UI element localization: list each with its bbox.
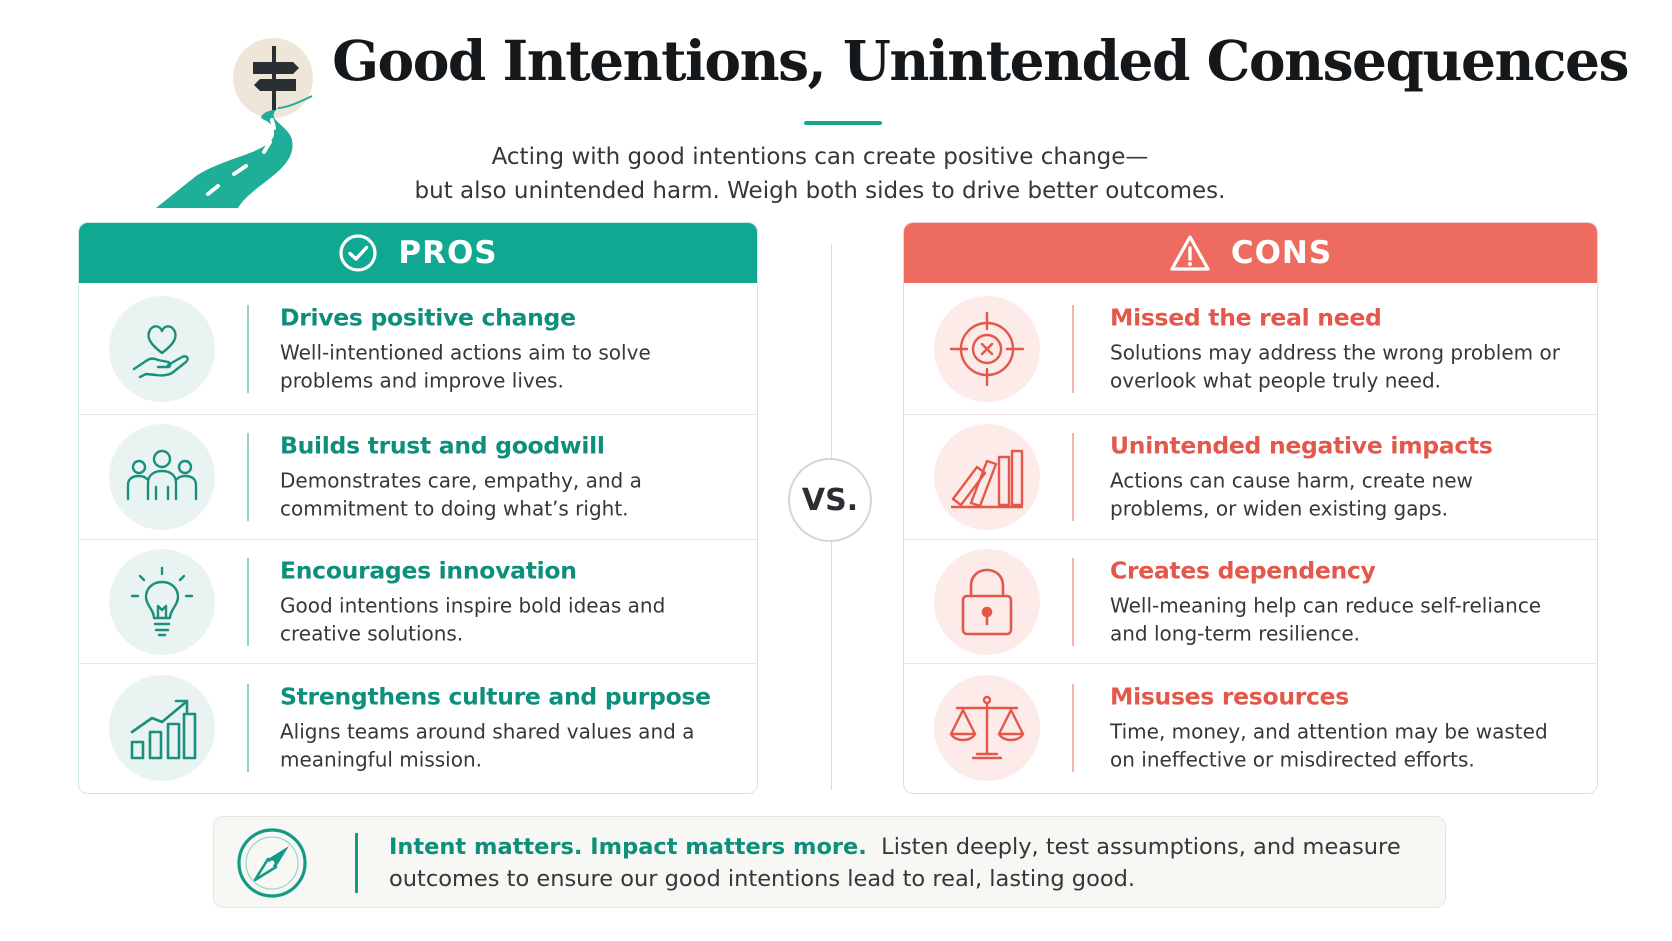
page-subtitle: Acting with good intentions can create p… [380,140,1260,208]
footer-message: Intent matters. Impact matters more. Lis… [389,831,1429,895]
row-divider [247,684,249,772]
pros-item-description: Good intentions inspire bold ideas and c… [280,593,666,645]
footer-body: Listen deeply, test assumptions, and mea… [389,834,1401,892]
warning-triangle-icon [1170,235,1210,271]
vs-divider-line [831,540,832,790]
pros-item-description: Aligns teams around shared values and a … [280,719,695,772]
cons-item-description: Solutions may address the wrong problem … [1110,340,1560,392]
cons-item-text: Missed the real need Solutions may addre… [1110,303,1581,394]
padlock-icon [934,548,1040,655]
subtitle-line-1: Acting with good intentions can create p… [491,144,1149,170]
footer-divider [355,833,358,893]
cons-item: Missed the real need Solutions may addre… [904,283,1597,414]
people-group-icon [109,424,215,530]
cons-item-description: Actions can cause harm, create new probl… [1110,468,1473,521]
cons-item: Misuses resources Time, money, and atten… [904,663,1597,792]
pros-item: Builds trust and goodwill Demonstrates c… [79,414,757,539]
target-miss-icon [934,295,1040,402]
pros-item: Encourages innovation Good intentions in… [79,539,757,663]
row-divider [1072,684,1074,772]
pros-item: Drives positive change Well-intentioned … [79,283,757,414]
cons-item: Creates dependency Well-meaning help can… [904,539,1597,663]
compass-icon [234,825,310,905]
cons-item-title: Creates dependency [1110,556,1376,584]
falling-books-icon [934,424,1040,530]
pros-item-text: Builds trust and goodwill Demonstrates c… [280,432,741,523]
pros-item-title: Builds trust and goodwill [280,431,605,460]
pros-item-text: Strengthens culture and purpose Aligns t… [280,683,741,774]
pros-heading: PROS [398,235,498,271]
row-divider [1072,557,1074,646]
cons-item-title: Unintended negative impacts [1110,431,1493,460]
cons-item-title: Missed the real need [1110,303,1382,331]
cons-item-title: Misuses resources [1110,682,1349,711]
pros-item-description: Demonstrates care, empathy, and a commit… [280,468,642,521]
cons-item-description: Time, money, and attention may be wasted… [1110,719,1548,772]
cons-header: CONS [904,223,1597,283]
lightbulb-icon [109,548,215,655]
cons-heading: CONS [1230,235,1333,271]
row-divider [1072,433,1074,521]
pros-header: PROS [79,223,757,283]
footer-emphasis: Intent matters. Impact matters more. [389,834,867,860]
pros-item-title: Encourages innovation [280,556,577,584]
row-divider [247,557,249,646]
cons-item: Unintended negative impacts Actions can … [904,414,1597,539]
pros-item-text: Drives positive change Well-intentioned … [280,303,741,394]
signpost-road-icon [156,24,356,210]
pros-item-title: Strengthens culture and purpose [280,682,711,711]
balance-scale-icon [934,675,1040,781]
pros-panel: PROS Drives positive change Well-intenti… [78,222,758,794]
cons-item-text: Creates dependency Well-meaning help can… [1110,556,1581,647]
pros-item-description: Well-intentioned actions aim to solve pr… [280,340,651,392]
cons-item-text: Unintended negative impacts Actions can … [1110,432,1581,523]
title-underline [804,121,882,125]
subtitle-line-2: but also unintended harm. Weigh both sid… [414,178,1226,204]
growth-chart-icon [109,675,215,781]
heart-hand-icon [109,295,215,402]
vs-divider-line [831,244,832,460]
vs-badge: VS. [788,458,872,542]
footer-callout: Intent matters. Impact matters more. Lis… [213,816,1446,908]
cons-item-description: Well-meaning help can reduce self-relian… [1110,593,1542,645]
cons-item-text: Misuses resources Time, money, and atten… [1110,683,1581,774]
row-divider [1072,304,1074,393]
row-divider [247,433,249,521]
page-title: Good Intentions, Unintended Consequences [332,28,1629,93]
check-circle-icon [339,234,377,272]
pros-item-title: Drives positive change [280,303,576,331]
row-divider [247,304,249,393]
pros-item: Strengthens culture and purpose Aligns t… [79,663,757,792]
pros-item-text: Encourages innovation Good intentions in… [280,556,741,647]
cons-panel: CONS Missed the real need Solutions may … [903,222,1598,794]
